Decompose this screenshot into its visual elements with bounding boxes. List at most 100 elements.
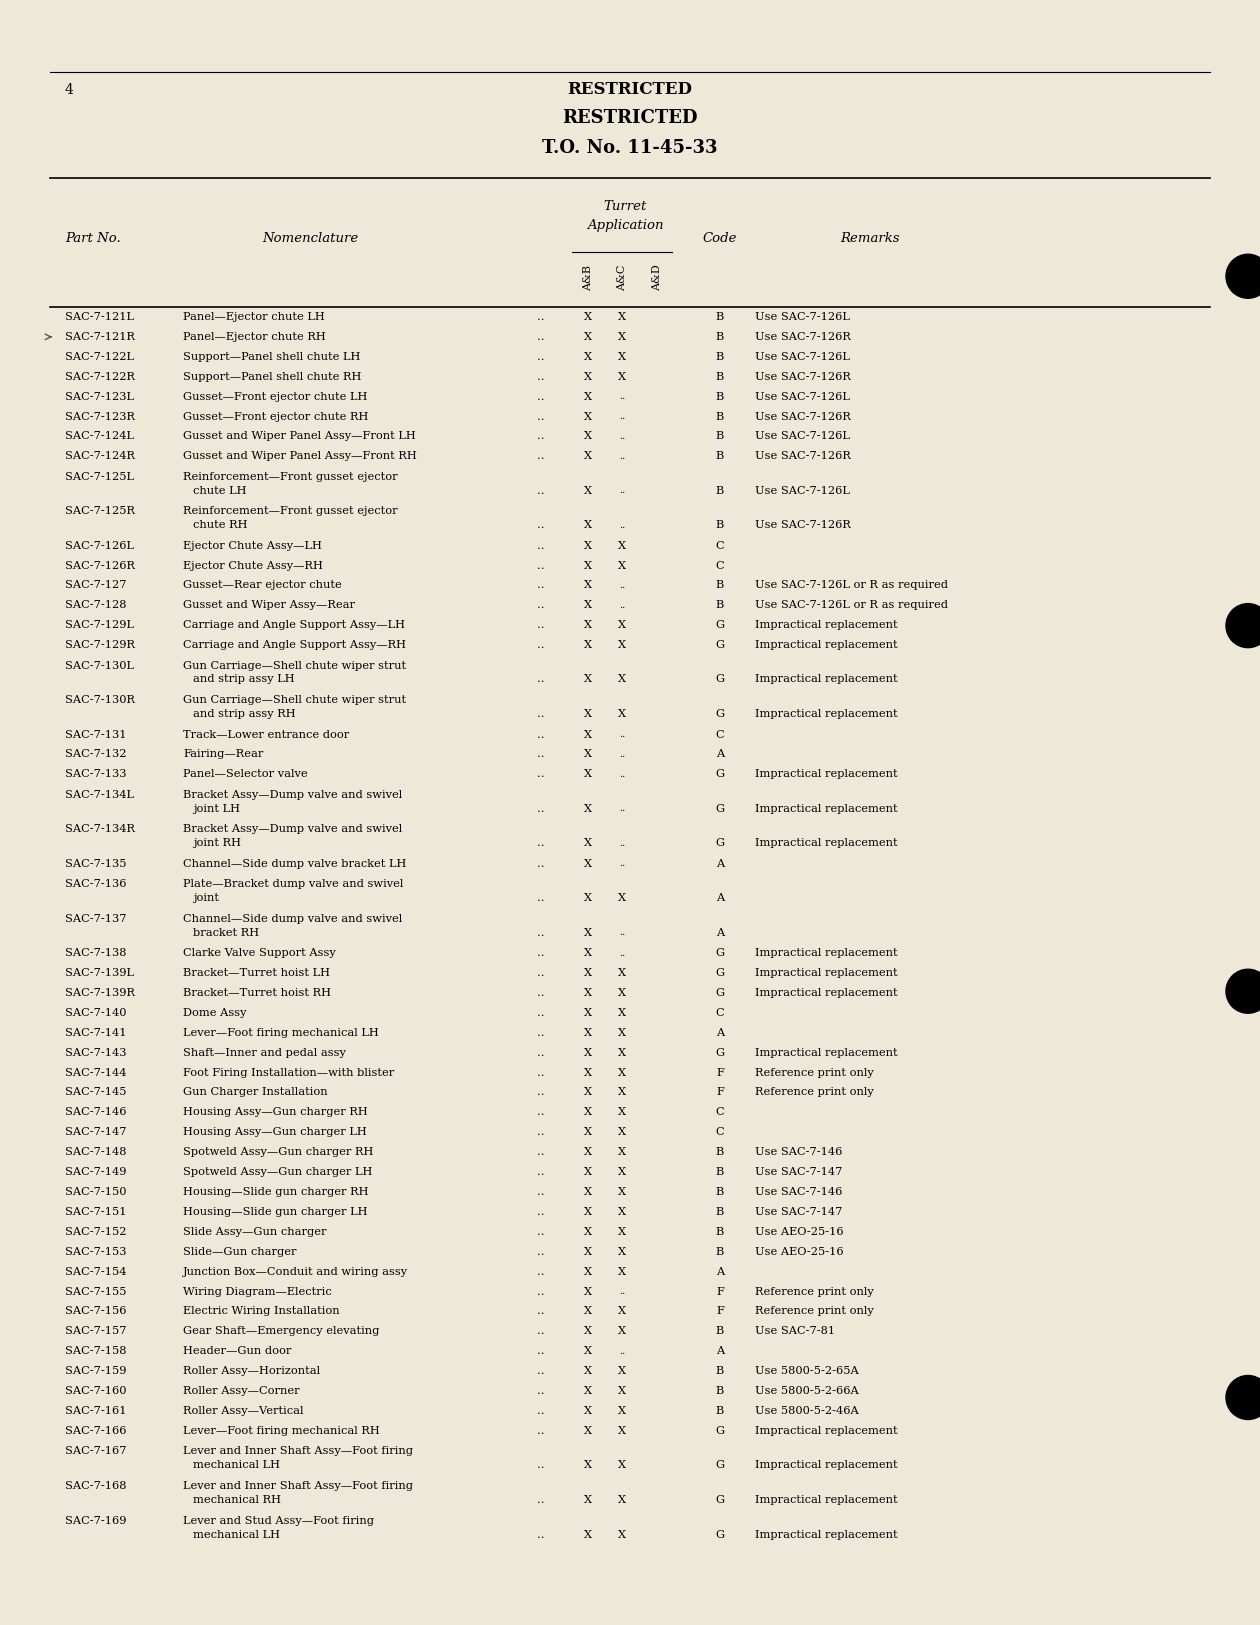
Text: X: X xyxy=(617,1306,626,1316)
Text: X: X xyxy=(583,312,592,322)
Text: Electric Wiring Installation: Electric Wiring Installation xyxy=(183,1306,340,1316)
Text: Carriage and Angle Support Assy—LH: Carriage and Angle Support Assy—LH xyxy=(183,621,404,630)
Text: B: B xyxy=(716,1326,724,1336)
Text: X: X xyxy=(583,804,592,814)
Text: ..: .. xyxy=(537,332,548,341)
Text: X: X xyxy=(583,1346,592,1357)
Text: X: X xyxy=(583,561,592,570)
Text: C: C xyxy=(716,1128,724,1138)
Text: G: G xyxy=(716,621,724,630)
Text: X: X xyxy=(583,411,592,421)
Text: mechanical RH: mechanical RH xyxy=(193,1495,281,1505)
Text: Panel—Ejector chute LH: Panel—Ejector chute LH xyxy=(183,312,325,322)
Text: and strip assy RH: and strip assy RH xyxy=(193,708,296,720)
Text: Application: Application xyxy=(587,218,663,231)
Text: X: X xyxy=(583,486,592,496)
Text: Panel—Selector valve: Panel—Selector valve xyxy=(183,769,307,780)
Text: X: X xyxy=(617,640,626,650)
Text: ..: .. xyxy=(619,1347,625,1355)
Text: Impractical replacement: Impractical replacement xyxy=(755,621,897,630)
Text: RESTRICTED: RESTRICTED xyxy=(562,109,698,127)
Text: bracket RH: bracket RH xyxy=(193,928,260,938)
Text: B: B xyxy=(716,1367,724,1376)
Text: Bracket—Turret hoist RH: Bracket—Turret hoist RH xyxy=(183,988,331,998)
Text: Gun Charger Installation: Gun Charger Installation xyxy=(183,1087,328,1097)
Text: B: B xyxy=(716,1207,724,1217)
Text: X: X xyxy=(583,1167,592,1176)
Text: X: X xyxy=(583,372,592,382)
Text: X: X xyxy=(617,1068,626,1077)
Text: X: X xyxy=(617,1227,626,1237)
Text: ..: .. xyxy=(537,351,548,362)
Text: X: X xyxy=(583,1529,592,1539)
Text: ..: .. xyxy=(619,582,625,590)
Text: X: X xyxy=(617,1128,626,1138)
Text: B: B xyxy=(716,600,724,611)
Text: SAC-7-134R: SAC-7-134R xyxy=(66,824,135,835)
Text: Lever and Stud Assy—Foot firing: Lever and Stud Assy—Foot firing xyxy=(183,1516,374,1526)
Text: ..: .. xyxy=(537,411,548,421)
Text: SAC-7-131: SAC-7-131 xyxy=(66,730,126,739)
Text: X: X xyxy=(617,1326,626,1336)
Text: ..: .. xyxy=(619,452,625,462)
Text: Channel—Side dump valve and swivel: Channel—Side dump valve and swivel xyxy=(183,913,402,923)
Text: SAC-7-151: SAC-7-151 xyxy=(66,1207,126,1217)
Text: Track—Lower entrance door: Track—Lower entrance door xyxy=(183,730,349,739)
Text: SAC-7-157: SAC-7-157 xyxy=(66,1326,126,1336)
Text: X: X xyxy=(583,1186,592,1198)
Text: ..: .. xyxy=(537,858,548,869)
Text: X: X xyxy=(583,1207,592,1217)
Text: B: B xyxy=(716,1246,724,1256)
Text: ..: .. xyxy=(537,541,548,551)
Text: ..: .. xyxy=(537,1107,548,1118)
Text: Impractical replacement: Impractical replacement xyxy=(755,1495,897,1505)
Text: Use SAC-7-146: Use SAC-7-146 xyxy=(755,1147,843,1157)
Text: SAC-7-136: SAC-7-136 xyxy=(66,879,126,889)
Text: SAC-7-127: SAC-7-127 xyxy=(66,580,126,590)
Text: SAC-7-135: SAC-7-135 xyxy=(66,858,126,869)
Text: Impractical replacement: Impractical replacement xyxy=(755,968,897,978)
Text: ..: .. xyxy=(537,968,548,978)
Text: SAC-7-153: SAC-7-153 xyxy=(66,1246,126,1256)
Text: X: X xyxy=(583,988,592,998)
Text: ..: .. xyxy=(537,1287,548,1297)
Text: B: B xyxy=(716,312,724,322)
Text: mechanical LH: mechanical LH xyxy=(193,1461,280,1471)
Text: ..: .. xyxy=(537,1266,548,1277)
Text: ..: .. xyxy=(619,413,625,421)
Text: G: G xyxy=(716,988,724,998)
Text: Header—Gun door: Header—Gun door xyxy=(183,1346,291,1357)
Text: A: A xyxy=(716,1346,724,1357)
Text: SAC-7-129L: SAC-7-129L xyxy=(66,621,134,630)
Text: SAC-7-161: SAC-7-161 xyxy=(66,1406,126,1415)
Circle shape xyxy=(1226,603,1260,648)
Text: ..: .. xyxy=(537,1495,548,1505)
Text: SAC-7-156: SAC-7-156 xyxy=(66,1306,126,1316)
Text: G: G xyxy=(716,769,724,780)
Text: Junction Box—Conduit and wiring assy: Junction Box—Conduit and wiring assy xyxy=(183,1266,408,1277)
Text: SAC-7-155: SAC-7-155 xyxy=(66,1287,126,1297)
Text: Impractical replacement: Impractical replacement xyxy=(755,1425,897,1436)
Text: X: X xyxy=(583,1406,592,1415)
Text: Part No.: Part No. xyxy=(66,231,121,244)
Text: A: A xyxy=(716,928,724,938)
Text: Use SAC-7-126R: Use SAC-7-126R xyxy=(755,520,851,530)
Text: Carriage and Angle Support Assy—RH: Carriage and Angle Support Assy—RH xyxy=(183,640,406,650)
Text: X: X xyxy=(617,968,626,978)
Text: ..: .. xyxy=(537,1406,548,1415)
Text: X: X xyxy=(583,431,592,442)
Text: X: X xyxy=(583,640,592,650)
Text: ..: .. xyxy=(537,1306,548,1316)
Text: ..: .. xyxy=(537,1425,548,1436)
Text: Impractical replacement: Impractical replacement xyxy=(755,947,897,959)
Text: ..: .. xyxy=(619,860,625,868)
Text: X: X xyxy=(617,1246,626,1256)
Text: Shaft—Inner and pedal assy: Shaft—Inner and pedal assy xyxy=(183,1048,346,1058)
Text: SAC-7-125R: SAC-7-125R xyxy=(66,507,135,517)
Text: 4: 4 xyxy=(66,83,74,98)
Text: Impractical replacement: Impractical replacement xyxy=(755,804,897,814)
Text: SAC-7-145: SAC-7-145 xyxy=(66,1087,126,1097)
Text: ..: .. xyxy=(619,770,625,778)
Text: X: X xyxy=(583,1128,592,1138)
Text: G: G xyxy=(716,640,724,650)
